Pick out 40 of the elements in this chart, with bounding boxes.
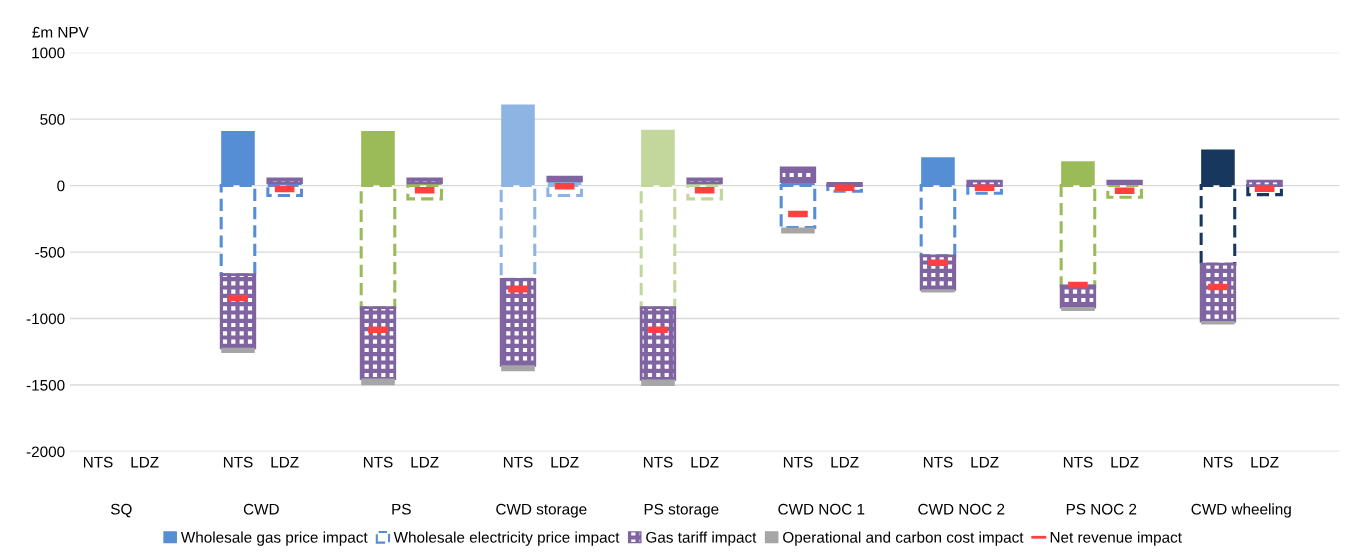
legend-label: Gas tariff impact — [646, 531, 757, 546]
x-tick-label: NTS — [923, 456, 953, 468]
x-tick-label: LDZ — [971, 456, 999, 468]
text: CWD — [243, 503, 279, 515]
text: CWD NOC 1 — [778, 503, 865, 515]
x-tick-label: NTS — [1063, 456, 1093, 468]
text: CWD storage — [496, 503, 587, 518]
legend-label: Wholesale gas price impact — [180, 531, 368, 546]
text: CWD NOC 2 — [918, 503, 1005, 515]
x-tick-label: LDZ — [271, 456, 299, 468]
x-tick-label: LDZ — [411, 456, 439, 468]
x-tick-label: LDZ — [1251, 456, 1279, 468]
text: PS NOC 2 — [1066, 503, 1137, 515]
x-tick-label: LDZ — [131, 456, 159, 468]
x-tick-label: NTS — [643, 456, 673, 468]
y-tick-label: 500 — [40, 113, 65, 125]
x-tick-label: NTS — [83, 456, 113, 468]
x-tick-label: NTS — [1203, 456, 1233, 468]
x-tick-label: LDZ — [551, 456, 579, 468]
y-tick-label: 1000 — [32, 47, 65, 59]
x-tick-label: NTS — [783, 456, 813, 468]
x-tick-label: LDZ — [691, 456, 719, 468]
y-tick-label: 0 — [57, 180, 65, 192]
x-tick-label: LDZ — [831, 456, 859, 468]
legend-label: Operational and carbon cost impact — [783, 531, 1024, 546]
text: SQ — [110, 503, 132, 518]
y-tick-label: -2000 — [26, 446, 65, 458]
x-tick-label: NTS — [223, 456, 253, 468]
x-tick-label: NTS — [363, 456, 393, 468]
x-tick-label: LDZ — [1111, 456, 1139, 468]
y-axis-title: £m NPV — [32, 26, 89, 38]
x-tick-label: NTS — [503, 456, 533, 468]
text: PS storage — [644, 503, 719, 518]
text: PS — [392, 503, 411, 515]
y-tick-label: -1000 — [26, 313, 65, 325]
legend-label: Net revenue impact — [1050, 531, 1182, 546]
text: CWD wheeling — [1191, 503, 1291, 518]
y-tick-label: -500 — [35, 246, 65, 258]
y-tick-label: -1500 — [26, 379, 65, 391]
legend-label: Wholesale electricity price impact — [393, 531, 620, 546]
